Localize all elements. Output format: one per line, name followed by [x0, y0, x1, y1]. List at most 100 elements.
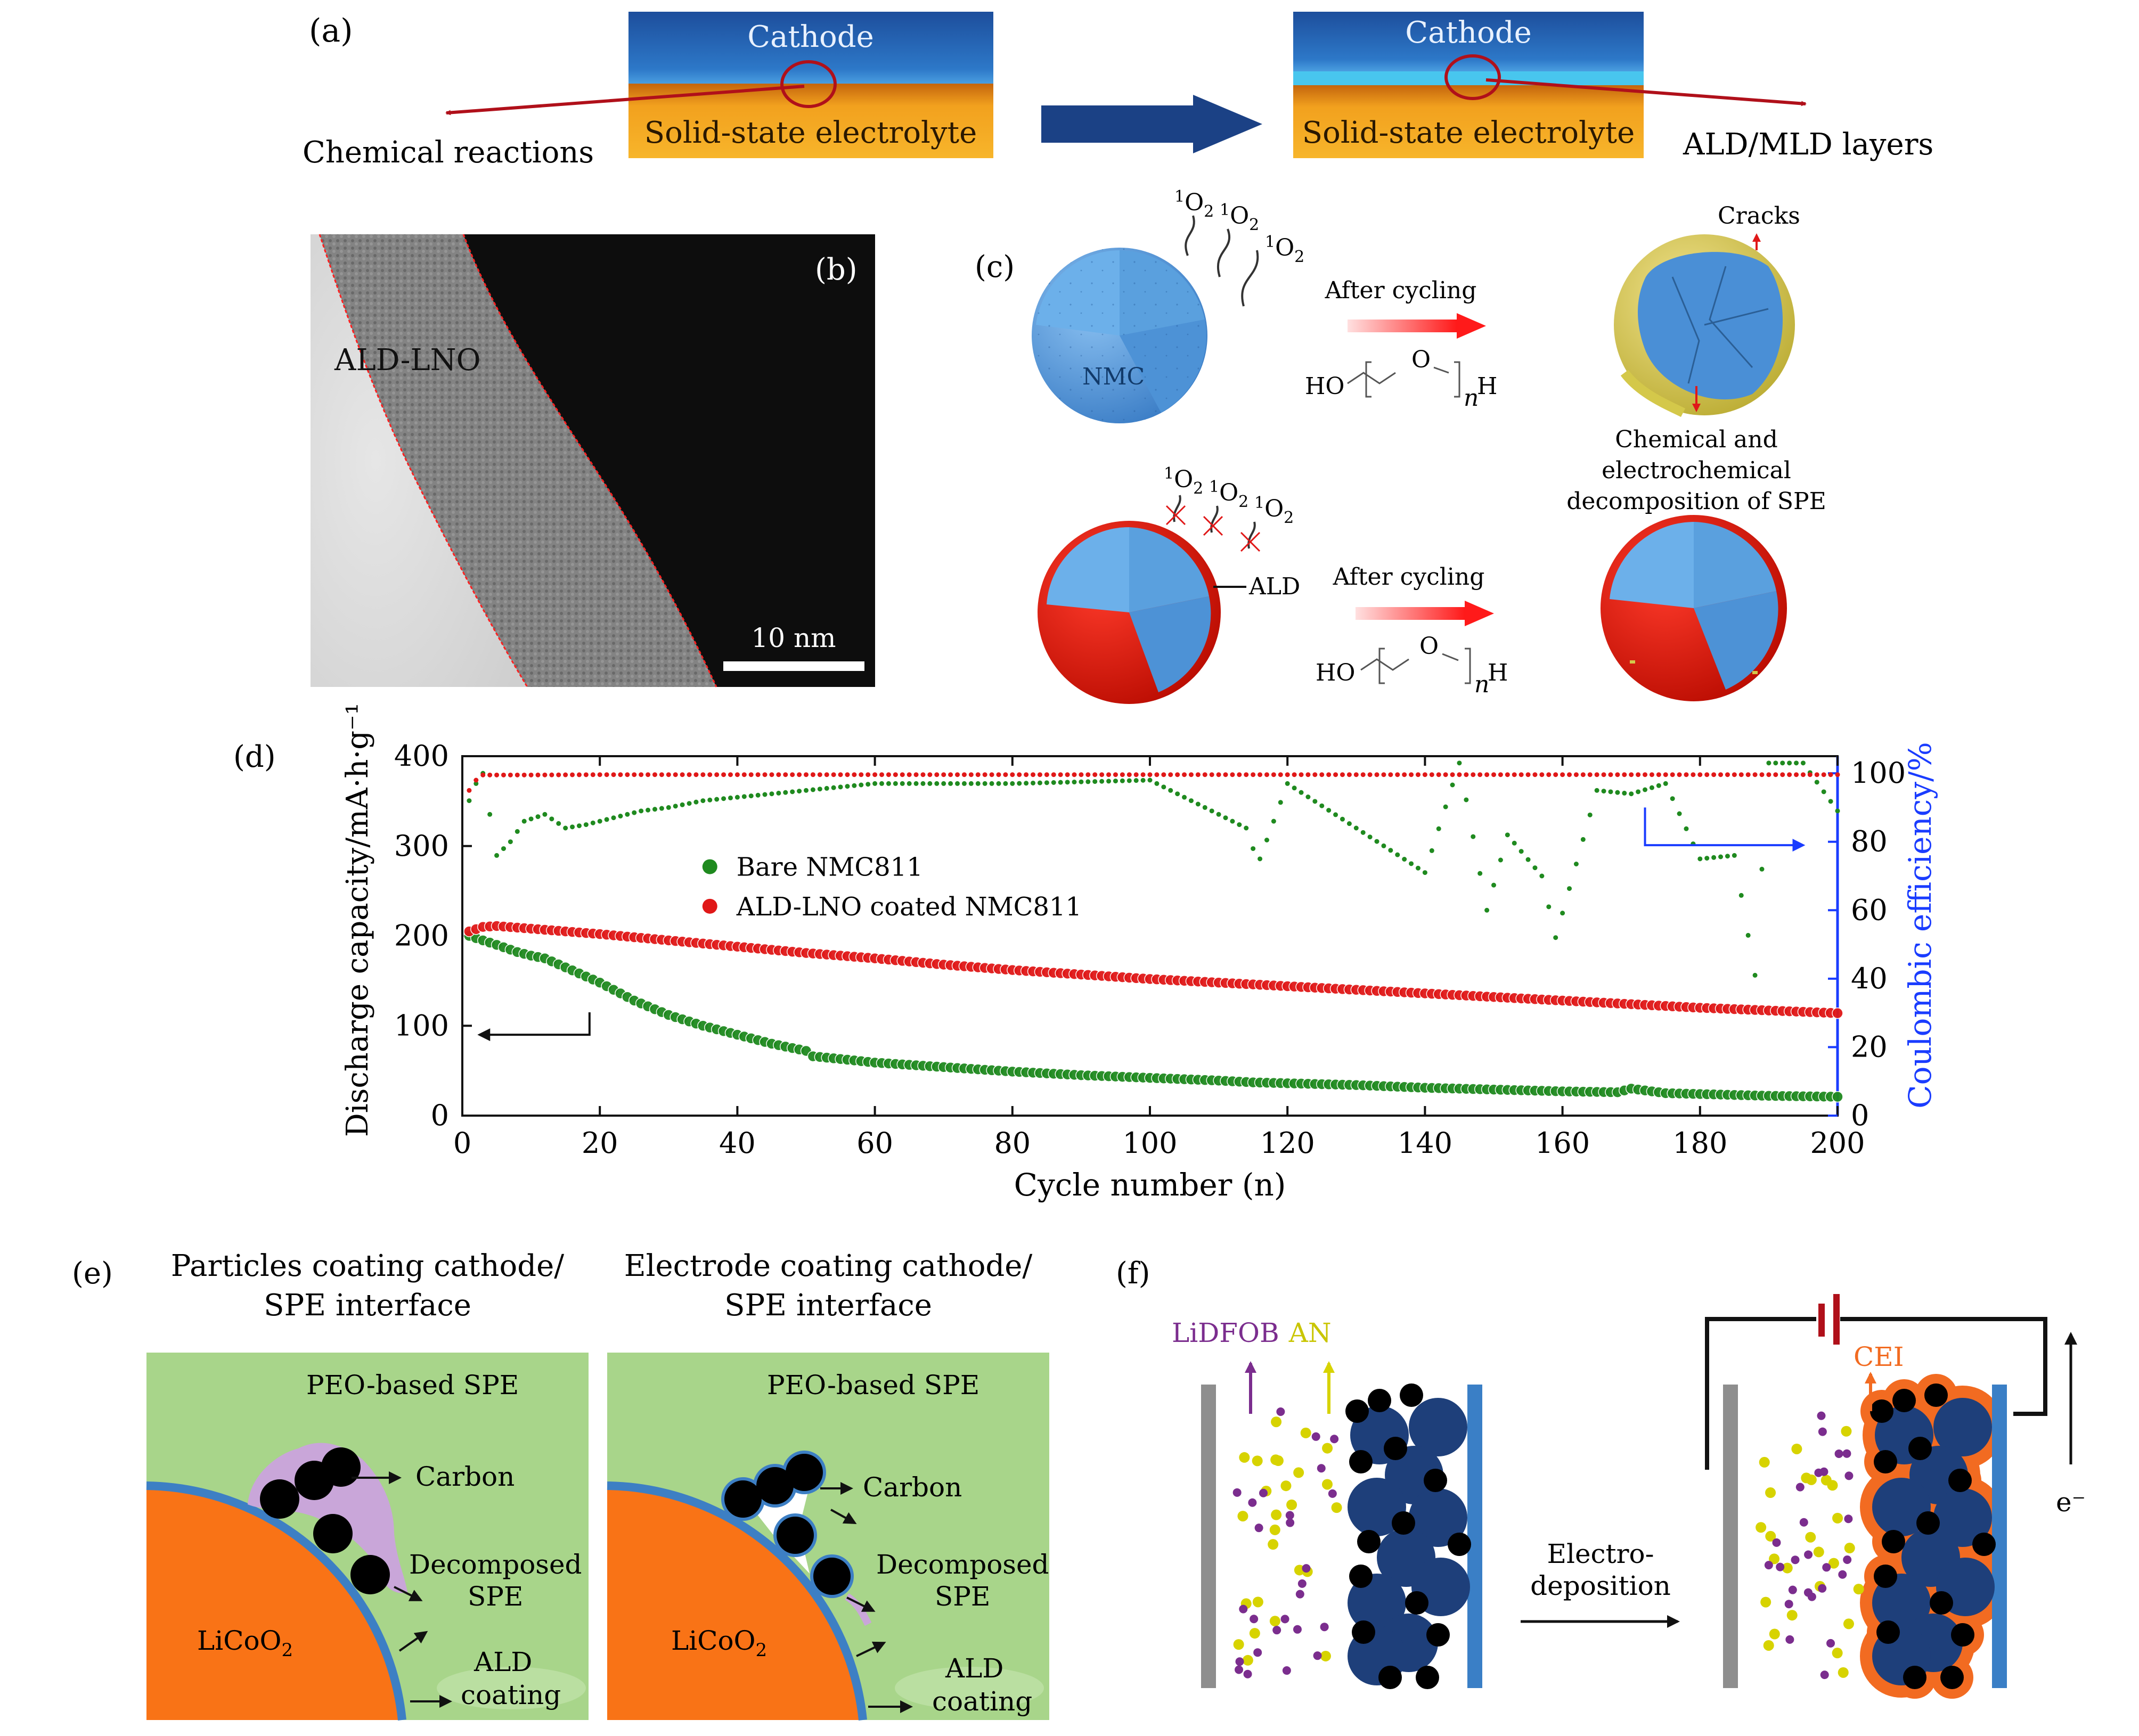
lidfob-ion — [1764, 1561, 1773, 1570]
fade-arrow-bottom — [1356, 607, 1465, 620]
ce-point — [1670, 796, 1675, 801]
e-title-left-1: Particles coating cathode/ — [171, 1249, 564, 1283]
ce-point — [590, 772, 595, 777]
lidfob-ion — [1276, 1407, 1285, 1416]
an-molecule — [1791, 1443, 1802, 1454]
lidfob-ion — [1803, 1588, 1813, 1597]
ce-point — [1175, 772, 1180, 777]
ce-point — [1251, 846, 1256, 851]
ce-point — [1691, 772, 1696, 777]
ce-point — [1484, 907, 1490, 913]
decomp-label-line1: Chemical and — [1615, 426, 1778, 453]
ce-point — [707, 772, 713, 777]
ce-point — [1794, 760, 1799, 766]
active-particle — [1933, 1488, 1992, 1547]
ce-point — [748, 793, 754, 799]
ce-point — [1629, 772, 1634, 777]
an-molecule — [1242, 1655, 1253, 1666]
ce-point — [1828, 799, 1833, 804]
ce-point — [1092, 779, 1098, 784]
ce-point — [1258, 856, 1263, 862]
ce-point — [1718, 772, 1724, 777]
y-right-tick-label: 20 — [1851, 1030, 1888, 1063]
lidfob-ion — [1311, 1432, 1320, 1441]
ce-point — [1436, 826, 1441, 831]
ce-point — [1409, 772, 1414, 777]
ce-point — [597, 818, 602, 824]
ce-point — [728, 772, 733, 777]
ce-point — [776, 772, 781, 777]
ce-point — [1759, 772, 1765, 777]
ce-point — [741, 772, 747, 777]
ce-point — [900, 781, 905, 786]
ce-point — [1773, 760, 1778, 766]
y-left-axis-label: Discharge capacity/mA·h·g⁻¹ — [340, 703, 375, 1137]
ce-point — [907, 781, 912, 786]
carbon-particle — [1357, 1530, 1381, 1553]
ce-point — [1312, 799, 1318, 804]
ce-point — [515, 829, 520, 834]
x-tick-label: 140 — [1398, 1126, 1452, 1160]
nmc-sphere-bare — [1032, 248, 1207, 423]
active-particle — [1348, 1574, 1406, 1632]
ce-point — [1333, 772, 1338, 777]
y-left-tick-label: 0 — [431, 1099, 449, 1132]
ce-point — [467, 798, 472, 804]
carbon-particle — [1384, 1437, 1407, 1460]
ce-point — [1429, 848, 1434, 853]
ce-point — [1367, 772, 1373, 777]
ce-point — [920, 772, 926, 777]
ce-point — [1787, 760, 1792, 766]
ce-point — [570, 772, 575, 777]
ce-point — [632, 810, 637, 815]
ce-point — [968, 772, 974, 777]
ce-point — [1711, 772, 1717, 777]
ce-point — [501, 772, 506, 777]
lidfob-ion — [1280, 1615, 1289, 1624]
ce-point — [886, 781, 891, 786]
ce-point — [576, 772, 582, 777]
ce-point — [1649, 772, 1654, 777]
an-molecule — [1756, 1522, 1767, 1533]
lidfob-ion — [1795, 1483, 1805, 1492]
x-tick-label: 120 — [1260, 1126, 1315, 1160]
y-right-tick-label: 0 — [1851, 1099, 1869, 1132]
active-particle — [1933, 1398, 1992, 1456]
ce-point — [1079, 779, 1084, 784]
lidfob-ion — [1302, 1564, 1311, 1573]
y-left-tick-label: 300 — [394, 829, 449, 863]
lidfob-ion — [1328, 1489, 1337, 1498]
ce-point — [1340, 816, 1345, 822]
an-molecule — [1813, 1546, 1824, 1558]
ce-point — [597, 772, 602, 777]
ce-point — [611, 772, 616, 777]
e-title-right-2: SPE interface — [724, 1288, 932, 1323]
electrode-particles-right — [1870, 1383, 1996, 1689]
ce-point — [1085, 779, 1091, 784]
ce-point — [1491, 772, 1496, 777]
ce-point — [845, 784, 850, 789]
ce-point — [1113, 779, 1118, 784]
lidfob-ion — [1248, 1498, 1257, 1507]
ce-point — [1244, 772, 1249, 777]
ce-point — [1766, 772, 1771, 777]
panel-e: (e) Particles coating cathode/ SPE inter… — [72, 1249, 1049, 1721]
ce-point — [1237, 822, 1242, 828]
ce-point — [1532, 865, 1538, 871]
lidfob-ion — [1286, 1518, 1295, 1527]
ce-point — [473, 781, 479, 786]
carbon-particle — [1874, 1565, 1897, 1588]
svg-text:1O2: 1O2 — [1174, 187, 1214, 221]
carbon-particle — [1892, 1389, 1916, 1412]
ce-point — [755, 772, 761, 777]
singlet-oxygen-bottom: 1O2 1O2 1O2 — [1164, 464, 1294, 552]
legend-marker-ald — [702, 898, 717, 914]
ce-point — [1471, 772, 1476, 777]
ce-point — [1154, 772, 1160, 777]
ce-point — [1780, 772, 1785, 777]
x-tick-label: 100 — [1122, 1126, 1177, 1160]
ce-point — [1319, 803, 1325, 808]
lidfob-ion — [1239, 1604, 1248, 1614]
ce-point — [508, 839, 513, 845]
an-molecule — [1760, 1596, 1771, 1608]
